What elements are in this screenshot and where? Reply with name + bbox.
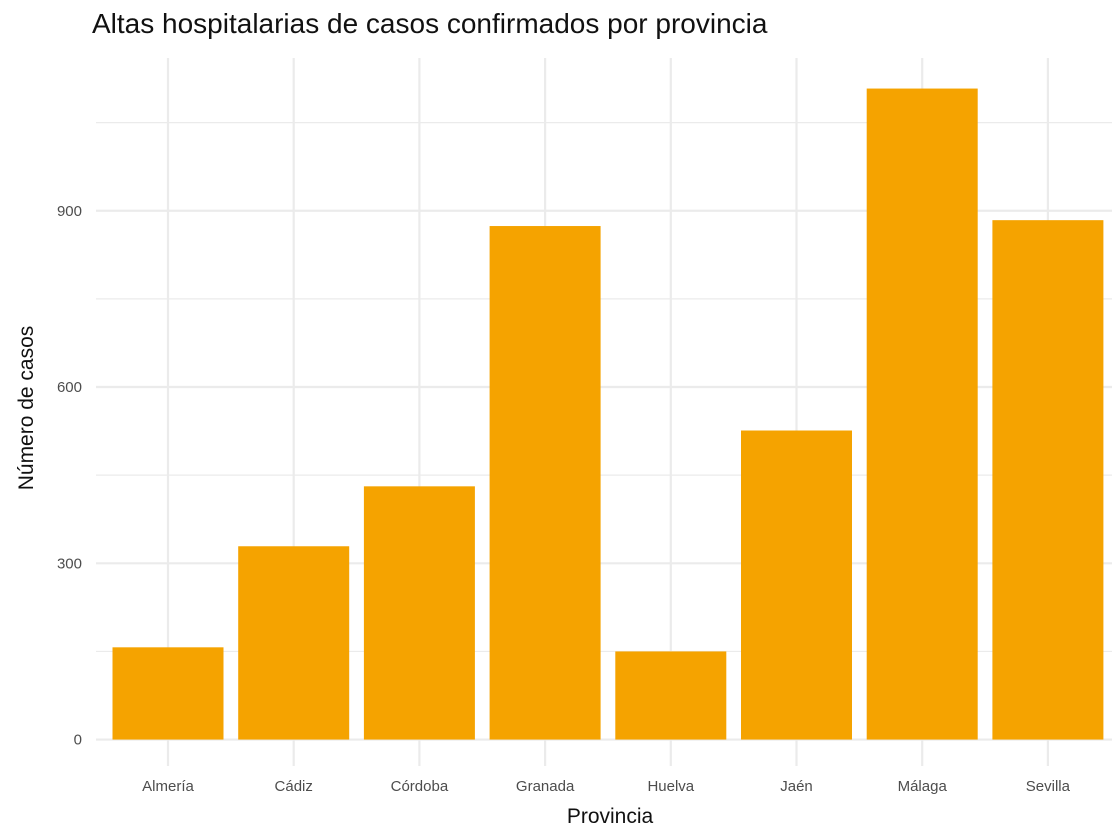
bar-sevilla [992,220,1104,740]
y-tick-label: 900 [57,203,82,220]
y-axis-title: Número de casos [15,326,38,491]
x-tick-label: Granada [516,778,575,795]
y-tick-label: 0 [74,732,82,749]
x-tick-label: Huelva [647,778,694,795]
bar-córdoba [363,486,475,740]
x-tick-label: Sevilla [1026,778,1071,795]
x-tick-label: Córdoba [391,778,449,795]
x-axis-ticks: Almería Cádiz Córdoba Granada Huelva Jaén Mála… [142,778,1070,795]
bar-granada [489,226,601,740]
bar-huelva [615,651,727,740]
bar-málaga [866,88,978,740]
bar-jaén [741,430,852,740]
y-axis-ticks: 0 300 600 900 [57,203,82,749]
x-tick-label: Jaén [780,778,813,795]
chart-title: Altas hospitalarias de casos confirmados… [92,8,768,39]
x-tick-label: Málaga [898,778,948,795]
x-axis-title: Provincia [567,805,654,826]
y-tick-label: 600 [57,379,82,396]
bars [112,88,1104,740]
bar-cádiz [238,546,350,740]
bar-almería [112,647,224,740]
x-tick-label: Almería [142,778,194,795]
y-tick-label: 300 [57,555,82,572]
x-tick-label: Cádiz [275,778,313,795]
